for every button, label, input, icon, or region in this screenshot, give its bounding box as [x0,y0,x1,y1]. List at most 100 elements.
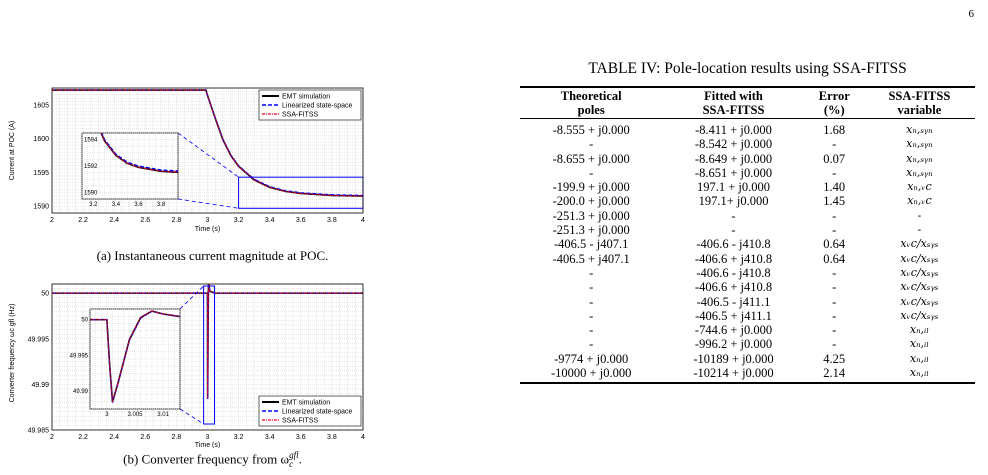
page-number: 6 [968,8,975,20]
table-cell: -406.5 - j407.1 [554,237,629,252]
table-caption: TABLE IV: Pole-location results using SS… [588,60,907,77]
figure-b-caption-sub: c [289,458,294,469]
table-cell: xₙ,ᵥc [907,194,932,208]
x-tick-label: 3.8 [327,434,337,441]
inset-y-tick-label: 1594 [84,138,98,144]
table-cell: - [589,337,594,352]
table-cell: - [917,208,922,222]
table-cell: -10214 + j0.000 [662,366,805,385]
table-cell: xₙ,ᵢₗ [909,323,929,337]
table-cell: 2.14 [804,366,864,385]
inset-x-tick-label: 3.8 [157,202,166,208]
table-cell: -9774 + j0.000 [554,351,629,366]
table-cell: - [832,137,837,152]
y-tick-label: 49.995 [28,336,50,343]
table-cell: xₙ,ₛᵧₙ [906,123,933,136]
table-cell: -406.5 + j407.1 [552,251,630,266]
table-cell: xᵥc/xₛᵧₛ [900,280,939,294]
table-cell: - [832,165,837,180]
legend-label: Linearized state-space [282,408,353,415]
table-cell: -200.0 + j0.000 [552,194,630,209]
table-cell: - [589,280,594,295]
inset-y-tick-label: 50 [81,318,88,324]
table-row: - -8.542 + j0.000 - xₙ,ₛᵧₙ [520,137,975,151]
table-cell: 4.25 [823,351,846,366]
inset-x-tick-label: 3.2 [89,202,98,208]
zoom-region-box [203,285,215,425]
table-header-0: Theoretical poles [520,86,663,119]
table-cell: 0.07 [823,151,846,166]
figure-a-current-plot: 3.2 3.4 3.6 3.8 1590 1592 1594 2 2.2 2.4 2.6 2.8 3 3.… [9,87,365,233]
table-header-line: Theoretical [560,89,622,103]
legend-label: SSA-FITSS [282,111,319,118]
table-header-1: Fitted with SSA-FITSS [662,86,805,119]
table-header-line: SSA-FITSS [702,103,765,117]
x-tick-label: 3.2 [234,434,244,441]
x-axis-label: Time (s) [195,442,220,448]
x-tick-label: 2 [50,217,54,224]
table-cell: 0.64 [823,251,846,266]
ssa-fitss-series-line [90,310,180,402]
x-tick-label: 3.8 [327,217,337,224]
x-tick-label: 2.6 [140,217,150,224]
table-cell: -406.6 - j410.8 [696,265,771,280]
table-cell: - [589,294,594,309]
linearized-series-line [101,133,178,172]
table-cell: - [731,223,736,238]
table-cell: -8.649 + j0.000 [694,151,773,166]
table-header-line: poles [577,103,605,117]
table-cell: -996.2 + j0.000 [694,337,773,352]
table-cell: xₙ,ᵥc [907,180,932,194]
x-tick-label: 3.4 [265,217,275,224]
table-cell: - [832,337,837,352]
ssa-fitss-series-line [52,284,363,399]
plot-frame [51,283,364,431]
table-header-line: Fitted with [704,89,763,103]
table-row: - -406.6 - j410.8 - xᵥc/xₛᵧₛ [520,266,975,280]
table-cell: -251.3 + j0.000 [552,223,630,238]
inset-y-tick-label: 1590 [84,190,98,196]
legend-label: SSA-FITSS [282,417,319,424]
table-row: -8.655 + j0.000 -8.649 + j0.000 0.07 xₙ,ₛᵧₙ [520,152,975,166]
inset-x-tick-label: 3.01 [157,412,169,418]
table-cell: - [589,137,594,152]
table-cell: -8.542 + j0.000 [694,137,773,152]
table-row: -199.9 + j0.000 197.1 + j0.000 1.40 xₙ,ᵥc [520,180,975,194]
x-tick-label: 2.4 [109,217,119,224]
figure-b-caption: (b) Converter frequency from ωcgfl. [40,450,385,469]
zoom-connector-line [179,285,204,310]
table-row: - -406.5 + j411.1 - xᵥc/xₛᵧₛ [520,309,975,323]
inset-x-tick-label: 3.4 [112,202,121,208]
x-tick-label: 2.2 [78,217,88,224]
y-axis-label: Converter frequency ωc gfl (Hz) [9,304,16,403]
x-tick-label: 3.6 [296,217,306,224]
table-cell: xₙ,ᵢₗ [909,337,929,351]
table-cell: xₙ,ₛᵧₙ [906,151,933,165]
inset-x-tick-label: 3.6 [134,202,143,208]
table-row: -9774 + j0.000 -10189 + j0.000 4.25 xₙ,ᵢₗ [520,352,975,366]
table-cell: 197.1 + j0.000 [697,180,771,195]
table-header-line: Error [818,89,850,103]
table-cell: 0.64 [823,237,846,252]
table-cell: - [589,165,594,180]
x-tick-label: 2.8 [172,434,182,441]
figure-b-caption-end: . [298,451,302,467]
x-tick-label: 2.6 [140,434,150,441]
table-cell: xᵥc/xₛᵧₛ [900,294,939,308]
legend-label: Linearized state-space [282,102,353,109]
table-cell: - [832,280,837,295]
inset-y-tick-label: 49.995 [70,353,89,359]
table-cell: - [832,223,837,238]
figure-b-frequency-plot: 3 3.005 3.01 49.99 49.995 50 2 2.2 2.4 2.6 2.8 3 3.2… [9,283,365,448]
table-header-2: Error (%) [804,86,864,119]
y-tick-label: 49.985 [28,428,50,435]
figure-a-caption: (a) Instantaneous current magnitude at P… [96,248,329,263]
table-row: -10000 + j0.000 -10214 + j0.000 2.14 xₙ,ᵢₗ [520,366,975,385]
table-cell: -8.411 + j0.000 [695,123,772,137]
table-cell: -251.3 + j0.000 [552,208,630,223]
ssa-fitss-series-line [52,89,363,197]
table-cell: - [832,308,837,323]
table-cell: -406.6 - j410.8 [696,237,771,252]
table-cell: - [832,208,837,223]
emt-series-line [90,310,180,403]
